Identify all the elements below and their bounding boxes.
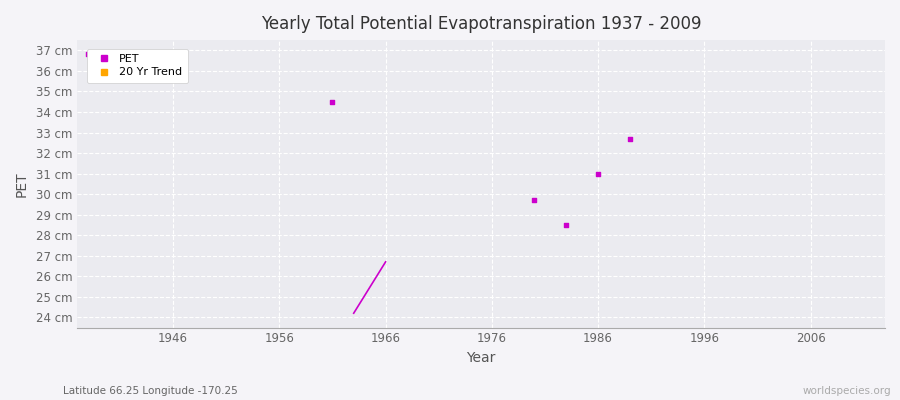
Legend: PET, 20 Yr Trend: PET, 20 Yr Trend: [87, 48, 188, 83]
X-axis label: Year: Year: [466, 351, 496, 365]
Text: Latitude 66.25 Longitude -170.25: Latitude 66.25 Longitude -170.25: [63, 386, 238, 396]
Y-axis label: PET: PET: [15, 171, 29, 197]
Title: Yearly Total Potential Evapotranspiration 1937 - 2009: Yearly Total Potential Evapotranspiratio…: [261, 15, 701, 33]
Point: [623, 136, 637, 142]
Point: [559, 222, 573, 228]
Text: worldspecies.org: worldspecies.org: [803, 386, 891, 396]
Point: [81, 51, 95, 58]
Point: [591, 170, 606, 177]
Point: [325, 98, 339, 105]
Point: [527, 197, 542, 204]
